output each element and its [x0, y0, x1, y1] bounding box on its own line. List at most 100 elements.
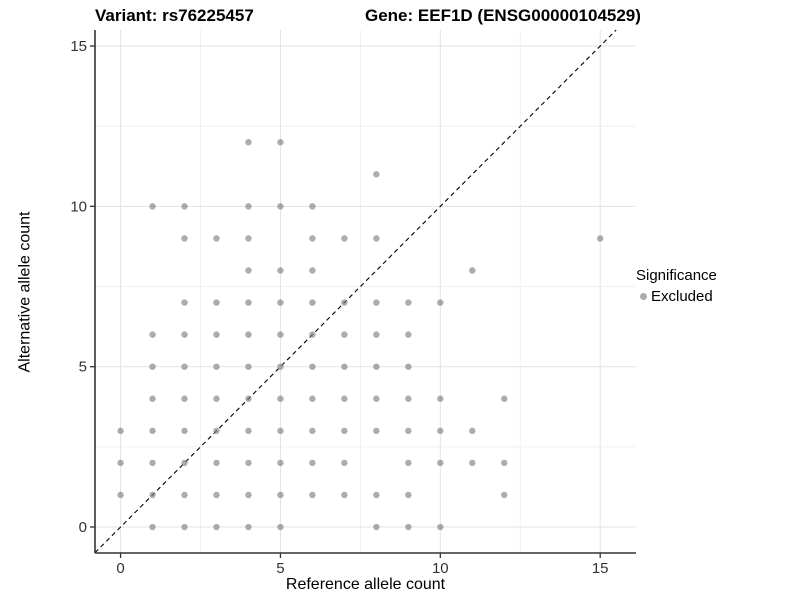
- legend-item-label: Excluded: [651, 288, 713, 305]
- legend: Significance Excluded: [636, 267, 717, 305]
- data-point: [277, 299, 284, 306]
- x-tick-label: 10: [432, 560, 449, 577]
- data-point: [501, 395, 508, 402]
- data-point: [117, 491, 124, 499]
- data-point: [213, 459, 220, 467]
- data-point: [309, 267, 316, 274]
- data-point: [245, 395, 252, 402]
- y-axis-title: Alternative allele count: [16, 211, 34, 373]
- data-point: [181, 459, 188, 467]
- data-point: [149, 427, 156, 435]
- data-point: [277, 427, 284, 435]
- data-point: [309, 299, 316, 306]
- data-point: [277, 523, 284, 531]
- data-point: [501, 491, 508, 499]
- data-point: [373, 363, 380, 370]
- data-point: [437, 427, 444, 435]
- legend-title: Significance: [636, 267, 717, 284]
- data-point: [181, 363, 188, 370]
- data-point: [181, 395, 188, 402]
- data-point: [373, 523, 380, 531]
- x-tick-label: 15: [592, 560, 609, 577]
- data-point: [181, 299, 188, 306]
- data-point: [373, 427, 380, 435]
- data-point: [437, 523, 444, 531]
- data-point: [405, 523, 412, 531]
- data-point: [277, 491, 284, 499]
- data-point: [341, 491, 348, 499]
- data-point: [469, 459, 476, 467]
- data-point: [341, 427, 348, 435]
- data-point: [469, 427, 476, 435]
- data-point: [149, 395, 156, 402]
- data-point: [309, 203, 316, 210]
- data-point: [501, 459, 508, 467]
- data-point: [405, 299, 412, 306]
- data-point: [277, 139, 284, 146]
- data-point: [437, 299, 444, 306]
- x-tick-label: 5: [276, 560, 284, 577]
- legend-item-excluded: Excluded: [636, 288, 717, 305]
- data-point: [277, 331, 284, 338]
- data-point: [245, 331, 252, 338]
- data-point: [373, 299, 380, 306]
- y-tick-label: 0: [79, 519, 87, 536]
- data-point: [405, 459, 412, 467]
- data-point: [341, 235, 348, 242]
- data-point: [437, 459, 444, 467]
- data-point: [405, 331, 412, 338]
- data-point: [117, 459, 124, 467]
- data-point: [181, 427, 188, 435]
- data-point: [149, 203, 156, 210]
- data-point: [309, 491, 316, 499]
- data-point: [213, 363, 220, 370]
- data-point: [149, 331, 156, 338]
- data-point: [405, 491, 412, 499]
- data-point: [213, 395, 220, 402]
- data-point: [309, 427, 316, 435]
- data-point: [149, 491, 156, 499]
- data-point: [181, 491, 188, 499]
- y-tick-label: 5: [79, 359, 87, 376]
- data-point: [245, 203, 252, 210]
- data-point: [213, 427, 220, 435]
- data-point: [277, 267, 284, 274]
- data-point: [117, 427, 124, 435]
- excluded-point-icon: [640, 293, 647, 300]
- data-point: [213, 299, 220, 306]
- data-point: [245, 491, 252, 499]
- y-tick-label: 15: [70, 38, 87, 55]
- data-point: [245, 459, 252, 467]
- data-point: [373, 395, 380, 402]
- data-point: [245, 523, 252, 531]
- data-point: [277, 363, 284, 370]
- data-point: [149, 459, 156, 467]
- data-point: [341, 331, 348, 338]
- data-point: [373, 331, 380, 338]
- data-point: [277, 459, 284, 467]
- x-axis-title: Reference allele count: [285, 576, 446, 593]
- data-point: [469, 267, 476, 274]
- y-tick-label: 10: [70, 198, 87, 215]
- data-point: [245, 299, 252, 306]
- data-point: [437, 395, 444, 402]
- x-tick-label: 0: [116, 560, 124, 577]
- plot-title-variant: Variant: rs76225457: [95, 6, 254, 25]
- data-point: [405, 427, 412, 435]
- data-point: [309, 235, 316, 242]
- data-point: [181, 331, 188, 338]
- data-point: [373, 235, 380, 242]
- data-point: [213, 491, 220, 499]
- data-point: [213, 523, 220, 531]
- data-point: [309, 363, 316, 370]
- data-point: [341, 363, 348, 370]
- data-point: [405, 395, 412, 402]
- data-point: [149, 363, 156, 370]
- data-point: [341, 395, 348, 402]
- data-point: [341, 299, 348, 306]
- plot-title-gene: Gene: EEF1D (ENSG00000104529): [365, 6, 641, 25]
- data-point: [373, 491, 380, 499]
- data-point: [596, 235, 604, 242]
- data-point: [341, 459, 348, 467]
